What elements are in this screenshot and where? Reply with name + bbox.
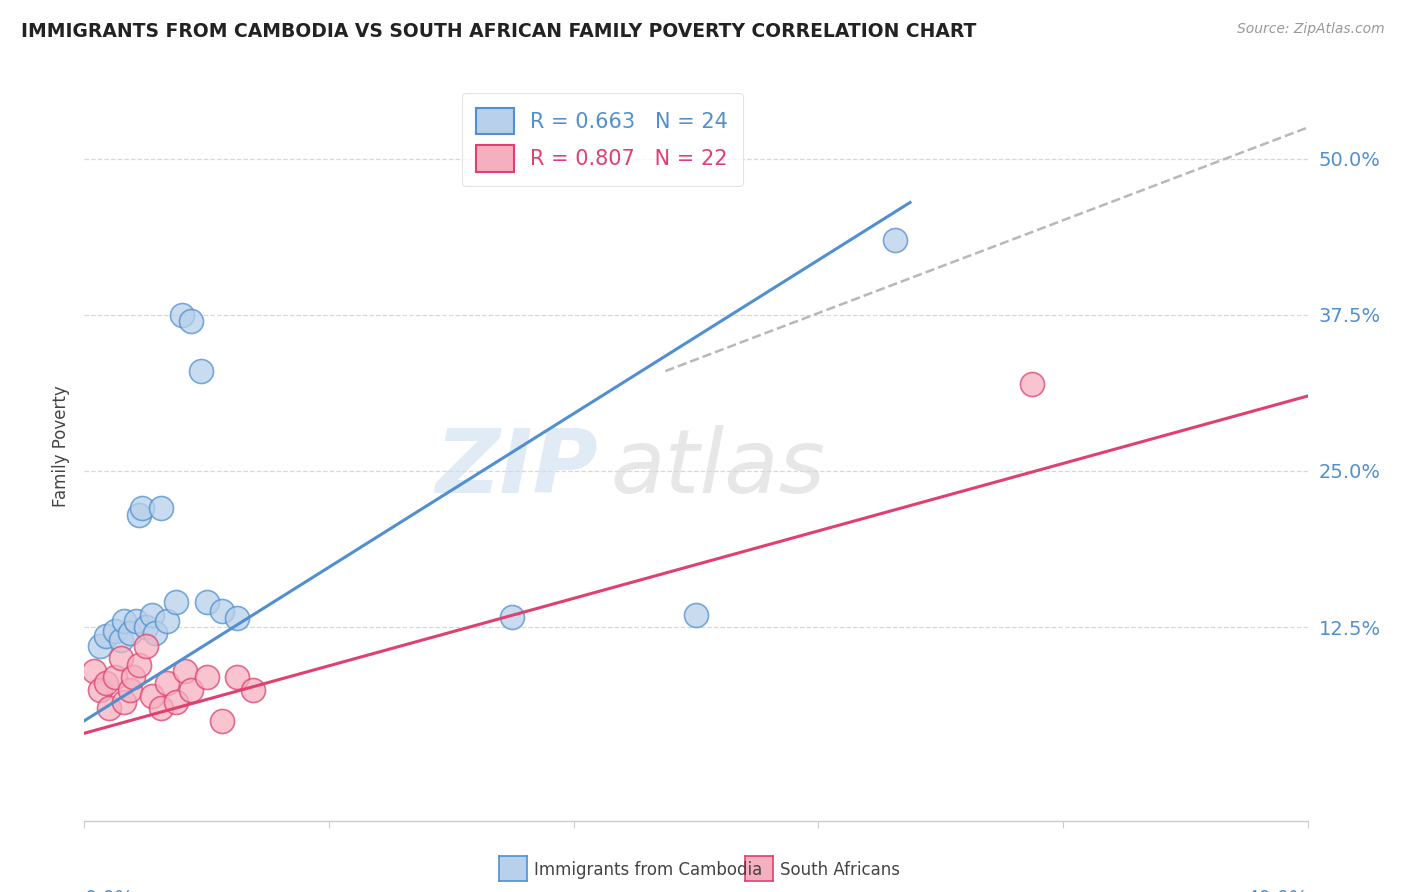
Point	[180, 682, 202, 697]
Point	[1021, 376, 1043, 391]
Text: South Africans: South Africans	[780, 861, 900, 879]
Text: 40.0%: 40.0%	[1246, 889, 1308, 892]
Text: ZIP: ZIP	[436, 425, 598, 512]
Point	[120, 626, 142, 640]
Point	[104, 670, 127, 684]
Point	[110, 651, 132, 665]
Point	[685, 607, 707, 622]
Point	[135, 620, 157, 634]
Point	[172, 308, 194, 322]
Point	[211, 604, 233, 618]
Point	[110, 632, 132, 647]
Point	[131, 501, 153, 516]
Point	[94, 629, 117, 643]
Point	[125, 614, 148, 628]
Point	[174, 664, 197, 678]
Text: atlas: atlas	[610, 425, 825, 511]
Text: IMMIGRANTS FROM CAMBODIA VS SOUTH AFRICAN FAMILY POVERTY CORRELATION CHART: IMMIGRANTS FROM CAMBODIA VS SOUTH AFRICA…	[21, 22, 976, 41]
Point	[94, 676, 117, 690]
Point	[165, 595, 187, 609]
Point	[122, 670, 145, 684]
Point	[190, 364, 212, 378]
Point	[226, 670, 249, 684]
Point	[141, 689, 163, 703]
Point	[112, 695, 135, 709]
Point	[89, 682, 111, 697]
Point	[143, 626, 166, 640]
Point	[242, 682, 264, 697]
Point	[165, 695, 187, 709]
Point	[83, 664, 105, 678]
Text: 0.0%: 0.0%	[84, 889, 134, 892]
Point	[226, 611, 249, 625]
Text: Source: ZipAtlas.com: Source: ZipAtlas.com	[1237, 22, 1385, 37]
Point	[180, 314, 202, 328]
Point	[141, 607, 163, 622]
Y-axis label: Family Poverty: Family Poverty	[52, 385, 70, 507]
Point	[149, 501, 172, 516]
Point	[883, 233, 905, 247]
Point	[195, 670, 218, 684]
Point	[156, 614, 179, 628]
Point	[128, 657, 150, 672]
Point	[195, 595, 218, 609]
Text: Immigrants from Cambodia: Immigrants from Cambodia	[534, 861, 762, 879]
Point	[112, 614, 135, 628]
Point	[156, 676, 179, 690]
Legend: R = 0.663   N = 24, R = 0.807   N = 22: R = 0.663 N = 24, R = 0.807 N = 22	[461, 93, 742, 186]
Point	[149, 701, 172, 715]
Point	[128, 508, 150, 522]
Point	[104, 624, 127, 638]
Point	[211, 714, 233, 728]
Point	[89, 639, 111, 653]
Point	[502, 610, 524, 624]
Point	[97, 701, 120, 715]
Point	[135, 639, 157, 653]
Point	[120, 682, 142, 697]
